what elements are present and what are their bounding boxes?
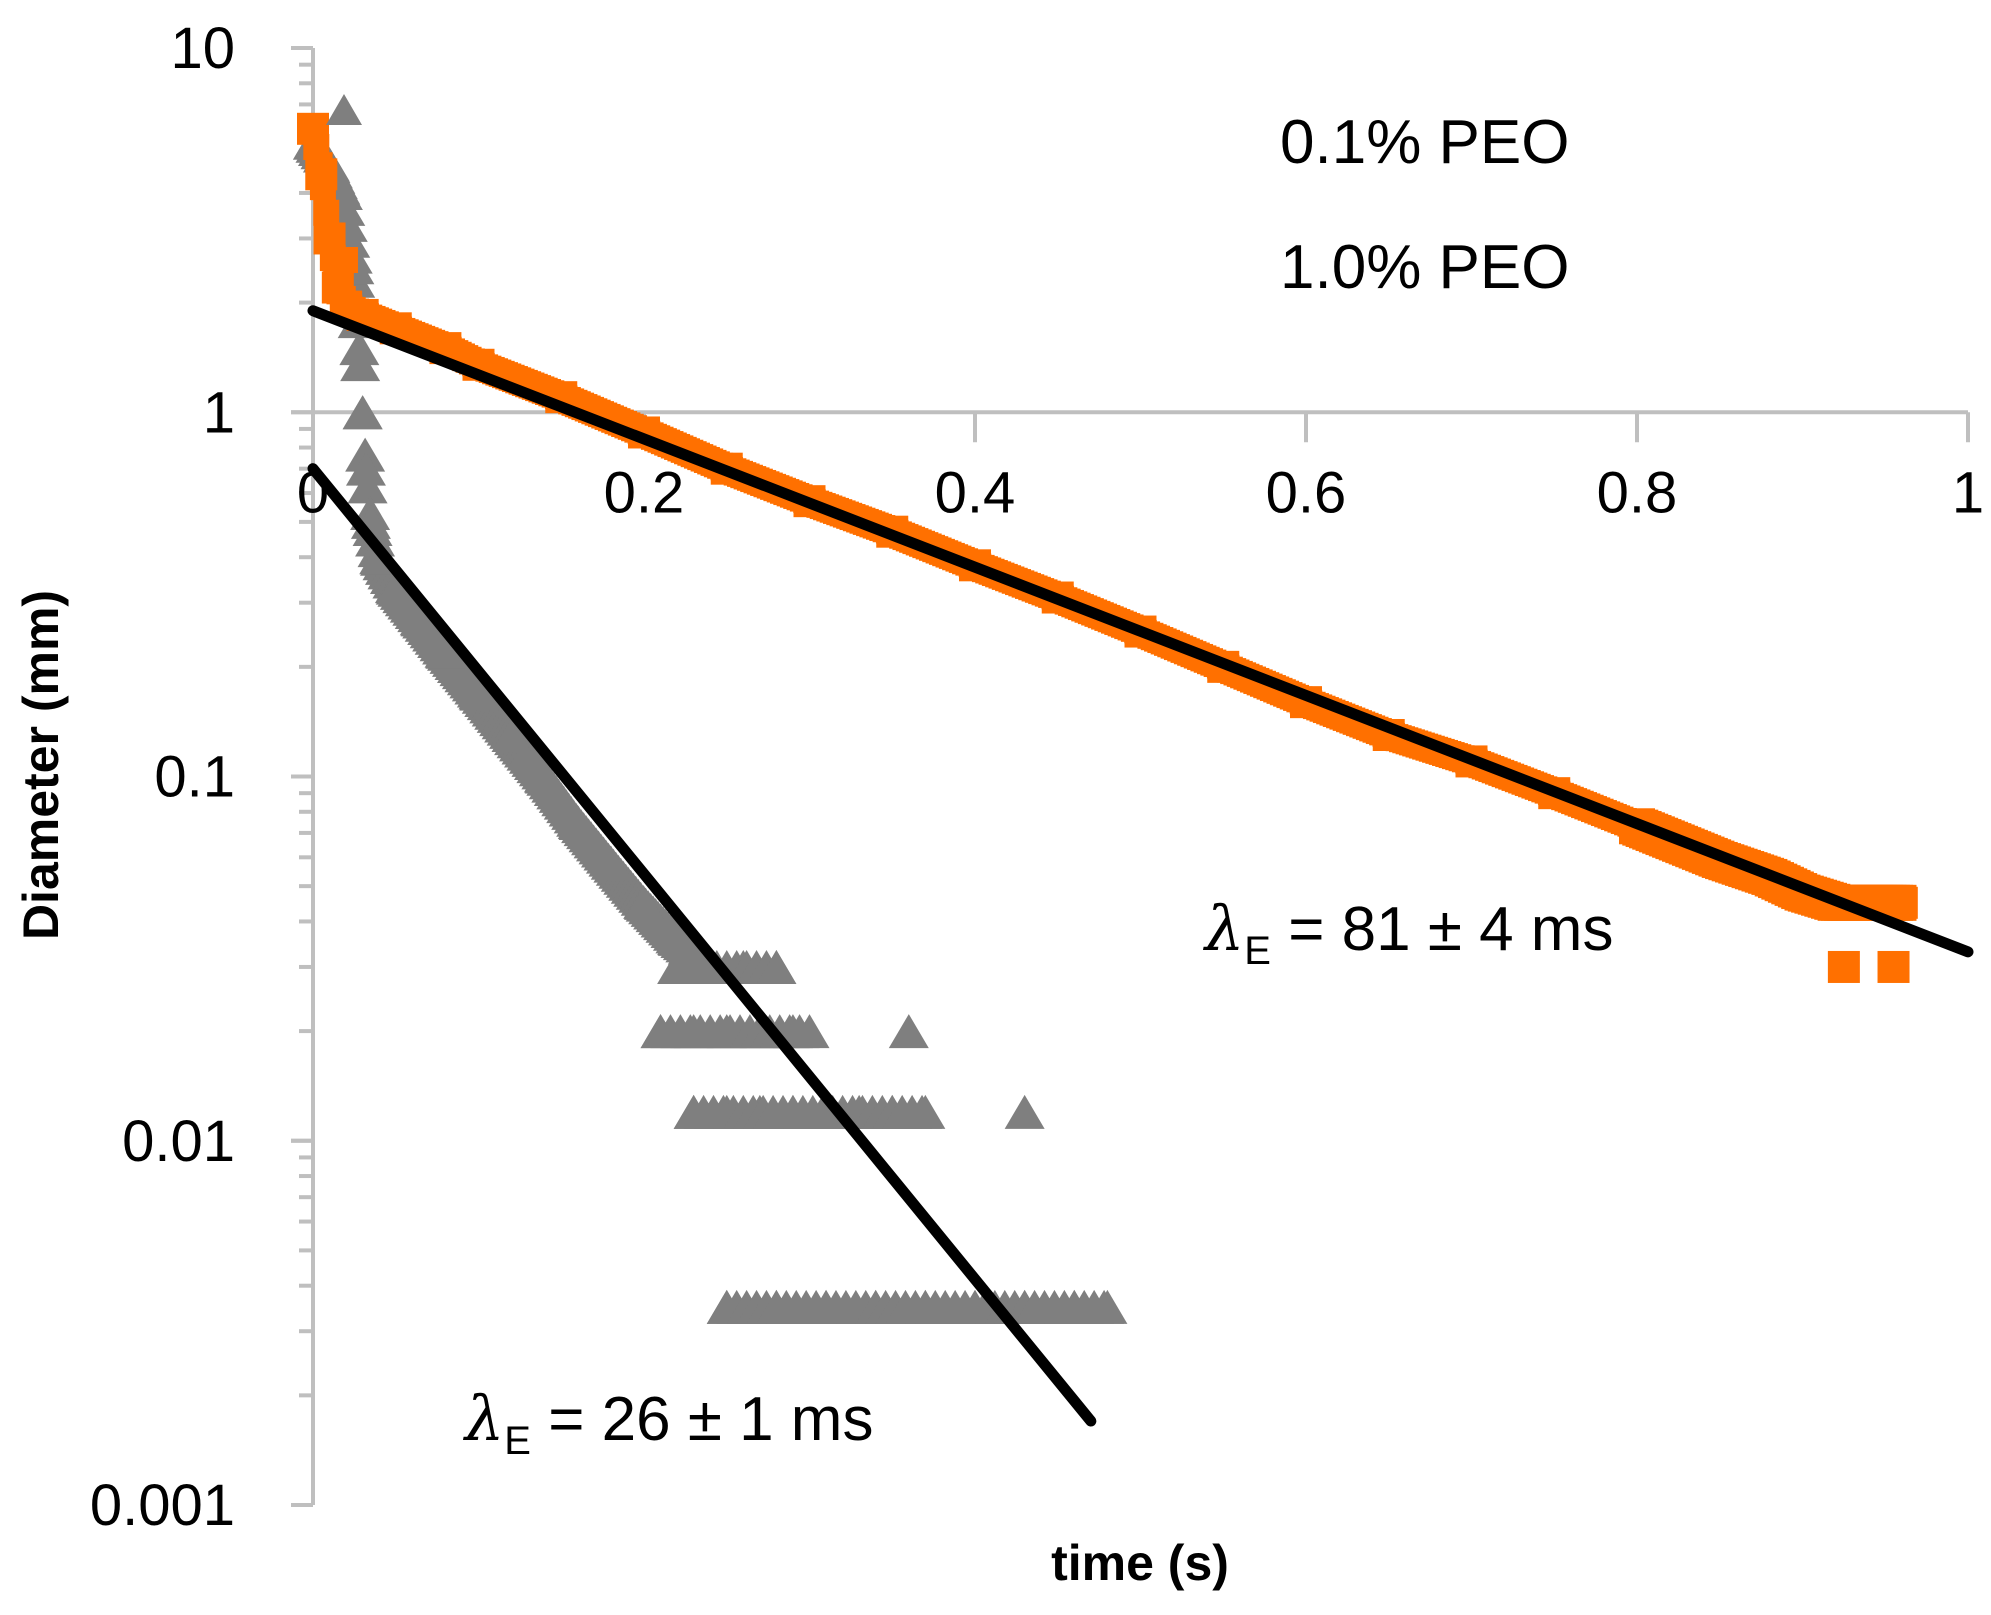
data-point-triangle	[1004, 1094, 1045, 1129]
x-tick-label: 0.2	[604, 460, 685, 525]
legend-marker-square	[328, 247, 358, 273]
legend-label-0.1-peo: 0.1% PEO	[1280, 108, 1569, 177]
data-point-triangle	[657, 921, 698, 956]
fit-line-0.1-peo	[307, 463, 1097, 1427]
data-point-triangle	[425, 634, 466, 669]
data-point-triangle	[342, 395, 383, 430]
y-axis: 0.001 0.01 0.1 1 10	[90, 16, 315, 1538]
data-point-triangle	[347, 469, 388, 504]
legend-marker-triangle	[326, 94, 362, 125]
data-point-triangle	[400, 602, 441, 637]
x-tick-label: 0.6	[1266, 460, 1347, 525]
y-tick-label: 1	[203, 380, 235, 445]
data-point-triangle	[339, 331, 380, 366]
y-tick-label: 0.01	[122, 1109, 235, 1174]
annotation-0.1-peo: λE = 26 ± 1 ms	[462, 1382, 873, 1463]
data-point-triangle	[624, 885, 664, 920]
data-point-triangle	[888, 1014, 929, 1049]
data-point-triangle	[756, 949, 797, 984]
data-point-triangle	[902, 1094, 943, 1129]
fit-line-1.0-peo	[307, 305, 1974, 958]
y-tick-label: 0.001	[90, 1473, 235, 1538]
fit-lines	[307, 305, 1974, 1427]
x-axis-title: time (s)	[1051, 1535, 1229, 1591]
data-point-triangle	[590, 845, 631, 880]
data-point-triangle	[524, 759, 565, 794]
data-point-square	[1827, 950, 1860, 983]
y-axis-title: Diameter (mm)	[13, 590, 69, 940]
series-0.1-peo	[293, 125, 1128, 1324]
data-point-triangle	[491, 717, 532, 752]
data-point-triangle	[375, 570, 416, 605]
data-point-triangle	[458, 675, 499, 710]
x-axis: 0 0.2 0.4 0.6 0.8 1	[297, 410, 1984, 525]
data-point-triangle	[557, 805, 598, 840]
annotation-1.0-peo: λE = 81 ± 4 ms	[1202, 892, 1613, 973]
x-tick-label: 1	[1952, 460, 1984, 525]
data-point-triangle	[345, 451, 386, 486]
legend-label-1.0-peo: 1.0% PEO	[1280, 233, 1569, 302]
legend: 0.1% PEO 1.0% PEO	[326, 94, 1569, 302]
data-point-square	[297, 112, 329, 145]
y-tick-label: 0.1	[154, 745, 235, 810]
data-point-triangle	[1084, 1289, 1125, 1324]
data-point-triangle	[779, 1014, 820, 1049]
data-point-square	[305, 158, 338, 191]
data-point-square	[1885, 886, 1918, 919]
series-1.0-peo	[297, 112, 1918, 983]
data-point-square	[1877, 950, 1910, 983]
y-tick-label: 10	[170, 16, 235, 81]
x-tick-label: 0.4	[935, 460, 1016, 525]
x-tick-label: 0.8	[1597, 460, 1678, 525]
data-point-square	[313, 199, 340, 226]
